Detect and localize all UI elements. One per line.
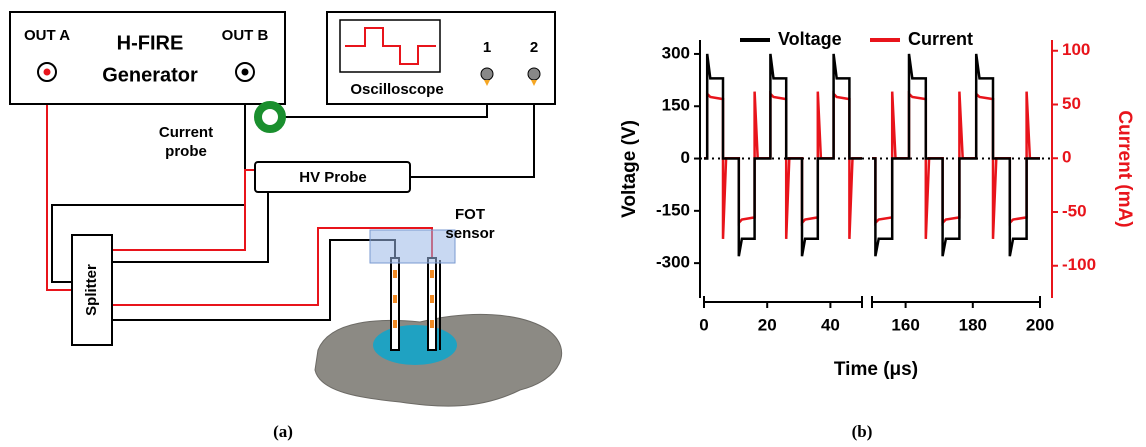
- x-tick-label: 40: [821, 315, 840, 334]
- series-line: [704, 53, 1040, 257]
- y2-tick-label: -50: [1062, 201, 1087, 220]
- connector: [527, 67, 541, 81]
- y-tick-label: 150: [662, 96, 690, 115]
- label: Splitter: [83, 264, 100, 316]
- splitter-box: [71, 234, 113, 346]
- diagram: OUT A H-FIRE Generator OUT B Oscilloscop…: [9, 11, 563, 407]
- ablation-zone: [373, 325, 457, 365]
- wire: [112, 239, 396, 321]
- label: 2: [530, 39, 538, 56]
- y-tick-label: -300: [656, 253, 690, 272]
- y2-tick-label: 0: [1062, 148, 1071, 167]
- label: sensor: [445, 225, 494, 242]
- wire: [112, 169, 255, 251]
- label: HV Probe: [299, 169, 367, 186]
- generator-box: [9, 11, 286, 105]
- y-axis-label: Voltage (V): [619, 120, 640, 218]
- wire: [51, 72, 246, 283]
- label: Current: [159, 124, 213, 141]
- x-tick-label: 0: [699, 315, 708, 334]
- label: Generator: [102, 64, 198, 86]
- x-tick-label: 20: [758, 315, 777, 334]
- wire: [410, 80, 535, 178]
- x-tick-label: 200: [1026, 315, 1054, 334]
- x-axis-label: Time (μs): [834, 359, 918, 380]
- caption: (b): [852, 422, 873, 441]
- label: FOT: [455, 206, 485, 223]
- fot-sensor: [369, 229, 456, 264]
- terminal: [241, 68, 249, 76]
- terminal: [43, 68, 51, 76]
- label: 1: [483, 39, 491, 56]
- y2-tick-label: 100: [1062, 40, 1090, 59]
- screen-wave: [345, 27, 436, 65]
- caption: (a): [273, 422, 293, 441]
- y-tick-label: 0: [681, 148, 690, 167]
- y2-tick-label: -100: [1062, 255, 1096, 274]
- y2-axis-label: Current (mA): [1114, 110, 1135, 227]
- legend-label: Voltage: [778, 29, 842, 49]
- y2-tick-label: 50: [1062, 94, 1081, 113]
- legend-label: Current: [908, 29, 973, 49]
- x-tick-label: 160: [891, 315, 919, 334]
- hv-probe-box: [254, 161, 411, 193]
- chart: -300 -150 0 150 300 -100 -50 0 50 100 0 20 40 160 180 2…: [619, 29, 1135, 380]
- label: OUT B: [222, 27, 269, 44]
- y-tick-label: -150: [656, 200, 690, 219]
- label: probe: [165, 143, 207, 160]
- current-probe: [254, 101, 286, 133]
- label: H-FIRE: [117, 32, 184, 54]
- y-tick-label: 300: [662, 43, 690, 62]
- connector: [484, 80, 537, 86]
- connector: [480, 67, 494, 81]
- label: Oscilloscope: [350, 81, 443, 98]
- label: OUT A: [24, 27, 70, 44]
- x-tick-label: 180: [959, 315, 987, 334]
- electrode-band: [393, 270, 434, 328]
